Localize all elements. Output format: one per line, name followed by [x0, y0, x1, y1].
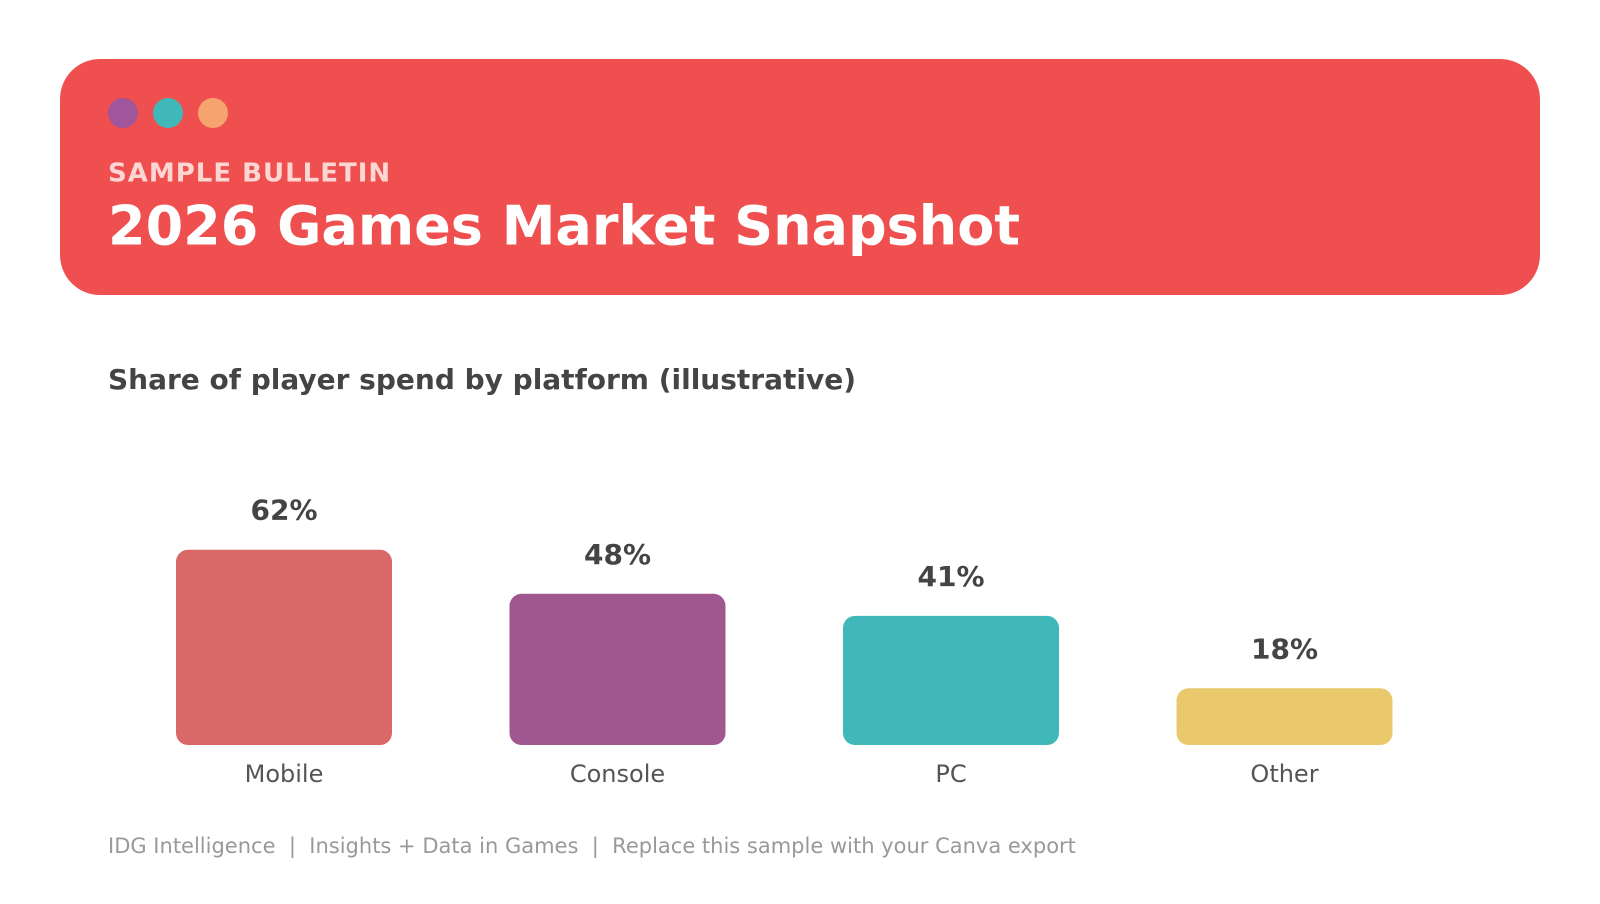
bar — [176, 549, 392, 745]
value-label: 18% — [1251, 632, 1318, 665]
dot — [108, 98, 138, 128]
header-banner — [60, 59, 1540, 295]
category-label: PC — [935, 760, 966, 788]
dot — [198, 98, 228, 128]
chart-title: Share of player spend by platform (illus… — [108, 363, 856, 396]
value-label: 41% — [917, 560, 984, 593]
category-label: Console — [570, 760, 665, 788]
bar — [509, 593, 726, 745]
dot — [153, 98, 183, 128]
bar — [843, 615, 1059, 745]
category-label: Other — [1250, 760, 1318, 788]
category-label: Mobile — [245, 760, 324, 788]
footer: IDG Intelligence | Insights + Data in Ga… — [108, 834, 1076, 859]
bar — [1176, 688, 1393, 745]
value-label: 48% — [584, 538, 651, 571]
page-title: 2026 Games Market Snapshot — [108, 195, 1020, 258]
kicker: SAMPLE BULLETIN — [108, 159, 391, 189]
value-label: 62% — [250, 494, 317, 527]
